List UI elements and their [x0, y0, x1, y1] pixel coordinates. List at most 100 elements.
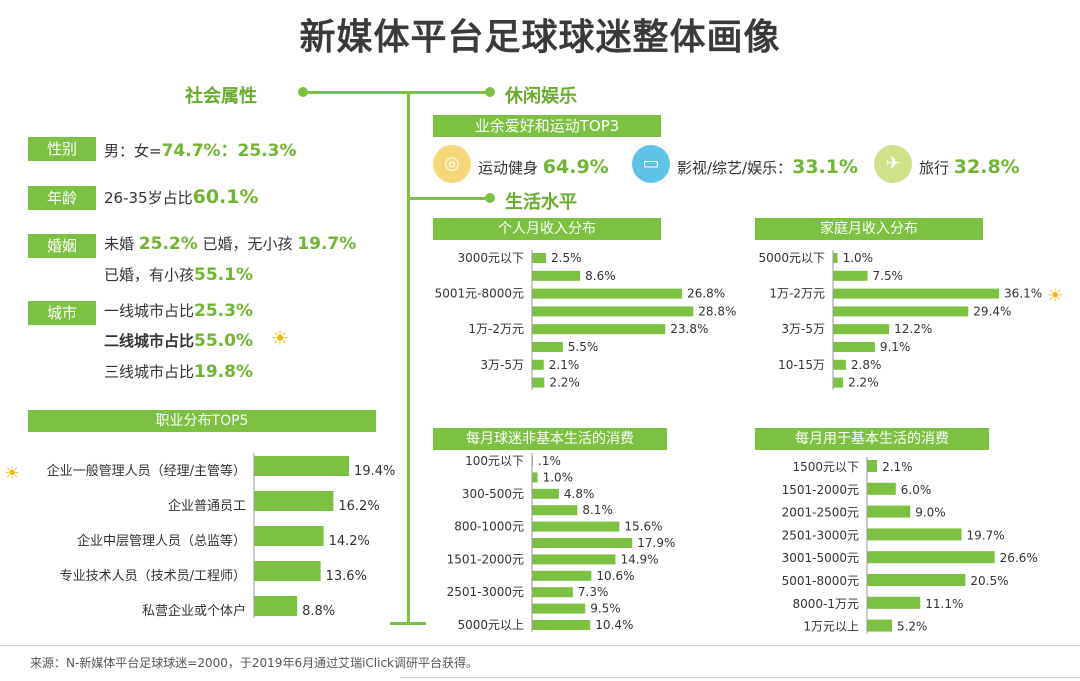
- personal-income-chart: 2.5% 3000元以下 8.6% 26.8% 5001元-8000元 28.8% 23.8…: [435, 250, 736, 390]
- category-label-5: 5001-8000元: [782, 574, 859, 588]
- value-label-3: 28.8%: [698, 304, 736, 318]
- bar-2: [532, 288, 683, 299]
- sun-icon: ☀: [271, 326, 289, 350]
- category-label-4: 800-1000元: [454, 520, 524, 534]
- footer-line: [400, 677, 1080, 678]
- city-line3: 三线城市占比19.8%: [104, 361, 253, 382]
- city-tier3-label: 三线城市占比: [104, 363, 195, 381]
- category-label-1: 1501-2000元: [782, 483, 859, 497]
- bar-9: [532, 603, 586, 614]
- value-label-5: 20.5%: [970, 574, 1008, 588]
- category-label-3: 专业技术人员（技术员/工程师）: [60, 569, 246, 584]
- bar-8: [532, 587, 573, 598]
- bar-0: [532, 253, 546, 263]
- bar-3: [254, 561, 321, 581]
- bar-6: [532, 359, 544, 370]
- bar-2: [833, 288, 1000, 299]
- category-label-0: 5000元以下: [758, 251, 825, 265]
- source-note: 来源：N-新媒体平台足球球迷=2000，于2019年6月通过艾瑞iClick调研…: [30, 656, 479, 670]
- bar-2: [532, 488, 559, 499]
- hobby-tv: 影视/综艺/娱乐：33.1%: [677, 156, 858, 178]
- value-label-1: 16.2%: [338, 499, 379, 514]
- value-label-9: 9.5%: [590, 602, 621, 616]
- hobby-tv-label: 影视/综艺/娱乐：: [677, 159, 793, 177]
- household-income-header: 家庭月收入分布: [755, 218, 983, 240]
- bar-0: [833, 253, 838, 263]
- value-label-2: 4.8%: [564, 487, 595, 501]
- tree-node-leisure: [485, 87, 495, 97]
- bar-1: [867, 482, 896, 495]
- category-label-4: 私营企业或个体户: [142, 603, 246, 619]
- bar-7: [532, 570, 592, 581]
- value-label-4: 26.6%: [1000, 551, 1038, 565]
- bar-0: [867, 460, 878, 472]
- city-line1: 一线城市占比25.3%: [104, 300, 253, 321]
- category-label-6: 1501-2000元: [447, 552, 524, 566]
- living-heading: 生活水平: [505, 192, 577, 213]
- bar-4: [254, 596, 298, 616]
- bar-2: [867, 505, 911, 518]
- marriage-single-label: 未婚: [104, 235, 139, 253]
- bar-2: [254, 526, 324, 546]
- page-title: 新媒体平台足球球迷整体画像: [299, 17, 781, 58]
- bar-6: [532, 554, 616, 565]
- value-label-2: 14.2%: [329, 534, 370, 549]
- category-label-4: 1万-2万元: [468, 322, 524, 336]
- marriage-child-label: 已婚，有小孩: [104, 266, 195, 284]
- tree-vertical-line: [407, 92, 410, 624]
- category-label-2: 1万-2万元: [769, 287, 825, 301]
- value-label-6: 14.9%: [620, 552, 658, 566]
- age-text: 26-35岁占比60.1%: [104, 186, 259, 208]
- marriage-tag: 婚姻: [28, 234, 96, 258]
- bar-7: [532, 377, 545, 388]
- value-label-2: 9.0%: [915, 506, 946, 520]
- bar-4: [532, 324, 666, 335]
- category-label-6: 8000-1万元: [792, 597, 859, 611]
- bar-4: [833, 324, 890, 335]
- household-income-chart: 1.0% 5000元以下 7.5% 36.1% 1万-2万元 ☀ 29.4% 12.2% 3万-…: [758, 250, 1063, 390]
- occupation-header: 职业分布TOP5: [28, 410, 376, 432]
- value-label-6: 2.1%: [549, 358, 580, 372]
- age-label: 26-35岁占比: [104, 189, 193, 207]
- bar-1: [833, 270, 868, 281]
- bar-3: [833, 306, 969, 317]
- tree-bottom-bar: [390, 622, 426, 625]
- bar-1: [254, 491, 334, 511]
- gender-value: 74.7%：25.3%: [161, 141, 297, 161]
- leisure-heading: 休闲娱乐: [505, 86, 577, 107]
- tree-node-living: [485, 193, 495, 203]
- tree-branch-social: [302, 91, 408, 94]
- marriage-nochild-label: 已婚，无小孩: [197, 235, 298, 253]
- bar-10: [532, 620, 591, 630]
- bar-6: [833, 359, 846, 370]
- marriage-line2: 已婚，有小孩55.1%: [104, 264, 253, 285]
- category-label-2: 5001元-8000元: [435, 287, 524, 301]
- category-label-3: 2501-3000元: [782, 528, 859, 542]
- marriage-nochild-value: 19.7%: [297, 234, 357, 254]
- bar-0: [254, 456, 350, 476]
- city-tag: 城市: [28, 301, 96, 325]
- age-value: 60.1%: [192, 186, 259, 208]
- value-label-3: 8.1%: [582, 503, 613, 517]
- bar-7: [867, 619, 892, 632]
- city-tier2-label: 二线城市占比: [104, 332, 195, 350]
- category-label-8: 2501-3000元: [447, 585, 524, 599]
- category-label-10: 5000元以上: [457, 618, 524, 632]
- value-label-0: .1%: [538, 454, 561, 468]
- essential-spend-header: 每月用于基本生活的消费: [755, 428, 989, 450]
- category-label-0: 企业一般管理人员（经理/主管等）: [47, 463, 246, 479]
- bar-1: [532, 270, 581, 281]
- value-label-0: 1.0%: [843, 251, 874, 265]
- essential-spend-chart: 2.1% 1500元以下 6.0% 1501-2000元 9.0% 2001-2500元 1…: [782, 457, 1038, 634]
- category-label-0: 100元以下: [465, 454, 524, 468]
- category-label-1: 企业普通员工: [168, 498, 246, 514]
- gender-text: 男：女=74.7%：25.3%: [104, 136, 297, 161]
- value-label-5: 9.1%: [880, 340, 911, 354]
- travel-icon: ✈: [874, 145, 912, 183]
- category-label-2: 2001-2500元: [782, 506, 859, 520]
- category-label-0: 1500元以下: [792, 460, 859, 474]
- city-tier1-value: 25.3%: [194, 301, 253, 321]
- value-label-5: 17.9%: [637, 536, 675, 550]
- value-label-0: 2.1%: [882, 460, 913, 474]
- nonessential-spend-chart: .1% 100元以下 1.0% 4.8% 300-500元 8.1% 15.6% 800-10…: [447, 453, 675, 632]
